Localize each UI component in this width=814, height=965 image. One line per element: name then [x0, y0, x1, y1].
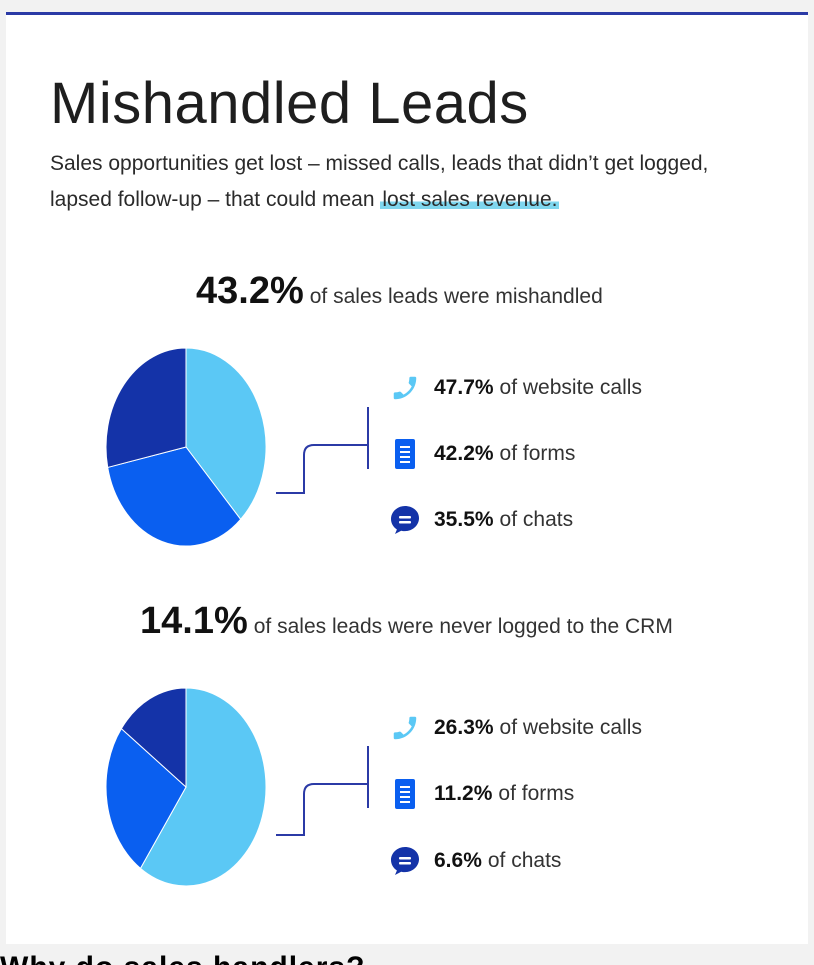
legend-value: 47.7% [434, 376, 494, 399]
legend-value: 35.5% [434, 508, 494, 531]
connector-bracket-2 [276, 746, 369, 836]
legend-item-chats: 6.6% of chats [388, 844, 561, 878]
stat-never-logged: 14.1% of sales leads were never logged t… [140, 600, 673, 643]
legend-label: of forms [499, 442, 576, 465]
legend-value: 6.6% [434, 849, 482, 872]
connector-bracket-1 [276, 407, 369, 494]
stat-text: of sales leads were never logged to the … [253, 615, 673, 638]
legend-label: of chats [499, 508, 574, 531]
pie-chart-never-logged [105, 687, 267, 887]
phone-icon [388, 371, 422, 405]
legend-label: of website calls [499, 716, 642, 739]
pie-slice-3 [120, 687, 187, 789]
chat-icon [388, 503, 422, 537]
pie-slice-1 [185, 347, 267, 521]
pie-slice-1 [139, 687, 267, 887]
legend-item-chats: 35.5% of chats [388, 503, 573, 537]
form-icon [388, 437, 422, 471]
stat-text: of sales leads were mishandled [309, 285, 603, 308]
pie-slice-2 [105, 727, 187, 870]
legend-item-calls: 26.3% of website calls [388, 711, 642, 745]
pie-slice-3 [105, 347, 187, 469]
stat-value: 14.1% [140, 600, 248, 642]
stat-value: 43.2% [196, 270, 304, 312]
subtitle-text: Sales opportunities get lost – missed ca… [50, 152, 709, 211]
legend-label: of forms [498, 782, 575, 805]
chat-icon [388, 844, 422, 878]
stat-mishandled: 43.2% of sales leads were mishandled [196, 270, 603, 313]
form-icon [388, 777, 422, 811]
page-subtitle: Sales opportunities get lost – missed ca… [50, 146, 740, 218]
phone-icon [388, 711, 422, 745]
legend-item-forms: 42.2% of forms [388, 437, 575, 471]
pie-slice-2 [107, 446, 242, 547]
subtitle-highlight: lost sales revenue. [380, 188, 560, 211]
legend-label: of chats [487, 849, 562, 872]
cropped-caption: Why do sales handlers? [0, 948, 365, 965]
legend-item-calls: 47.7% of website calls [388, 371, 642, 405]
legend-item-forms: 11.2% of forms [388, 777, 574, 811]
legend-value: 11.2% [434, 782, 493, 805]
page-title: Mishandled Leads [50, 71, 529, 136]
legend-label: of website calls [499, 376, 642, 399]
legend-value: 42.2% [434, 442, 494, 465]
legend-value: 26.3% [434, 716, 494, 739]
pie-chart-mishandled [105, 347, 267, 547]
